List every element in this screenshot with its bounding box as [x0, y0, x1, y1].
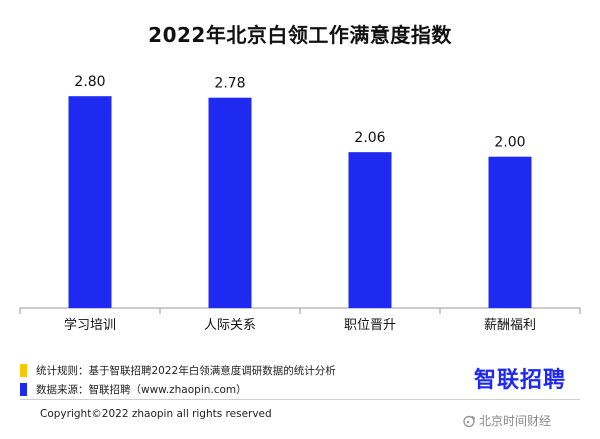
watermark-text: 北京时间财经: [479, 414, 552, 428]
data-label-1: 2.78: [214, 76, 245, 92]
category-label-1: 人际关系: [204, 318, 256, 333]
data-label-2: 2.06: [354, 130, 385, 146]
note-rule-text: 统计规则：基于智联招聘2022年白领满意度调研数据的统计分析: [36, 365, 336, 377]
note-rule: 统计规则：基于智联招聘2022年白领满意度调研数据的统计分析: [20, 363, 336, 378]
bar-1: [208, 97, 252, 309]
bar-2: [348, 152, 392, 308]
note-rule-swatch: [20, 364, 27, 377]
copyright-text: Copyright©2022 zhaopin all rights reserv…: [40, 408, 272, 420]
note-source: 数据来源：智联招聘（www.zhaopin.com）: [20, 382, 247, 397]
bar-chart: 2.80 学习培训 2.78 人际关系 2.06 职位晋升 2.00 薪酬福利: [19, 74, 581, 333]
data-label-0: 2.80: [74, 74, 105, 90]
weibo-icon: [463, 415, 476, 427]
brand-logo: 智联招聘: [474, 368, 567, 393]
bar-3: [488, 156, 532, 308]
note-source-swatch: [20, 383, 27, 396]
footer-divider: [20, 399, 580, 400]
note-source-text: 数据来源：智联招聘（www.zhaopin.com）: [36, 384, 247, 396]
watermark: 北京时间财经: [462, 412, 551, 429]
category-label-0: 学习培训: [64, 317, 116, 333]
category-label-3: 薪酬福利: [484, 318, 536, 333]
chart-title: 2022年北京白领工作满意度指数: [148, 23, 452, 47]
category-label-2: 职位晋升: [344, 318, 396, 333]
bar-0: [68, 96, 112, 308]
data-label-3: 2.00: [494, 135, 525, 151]
